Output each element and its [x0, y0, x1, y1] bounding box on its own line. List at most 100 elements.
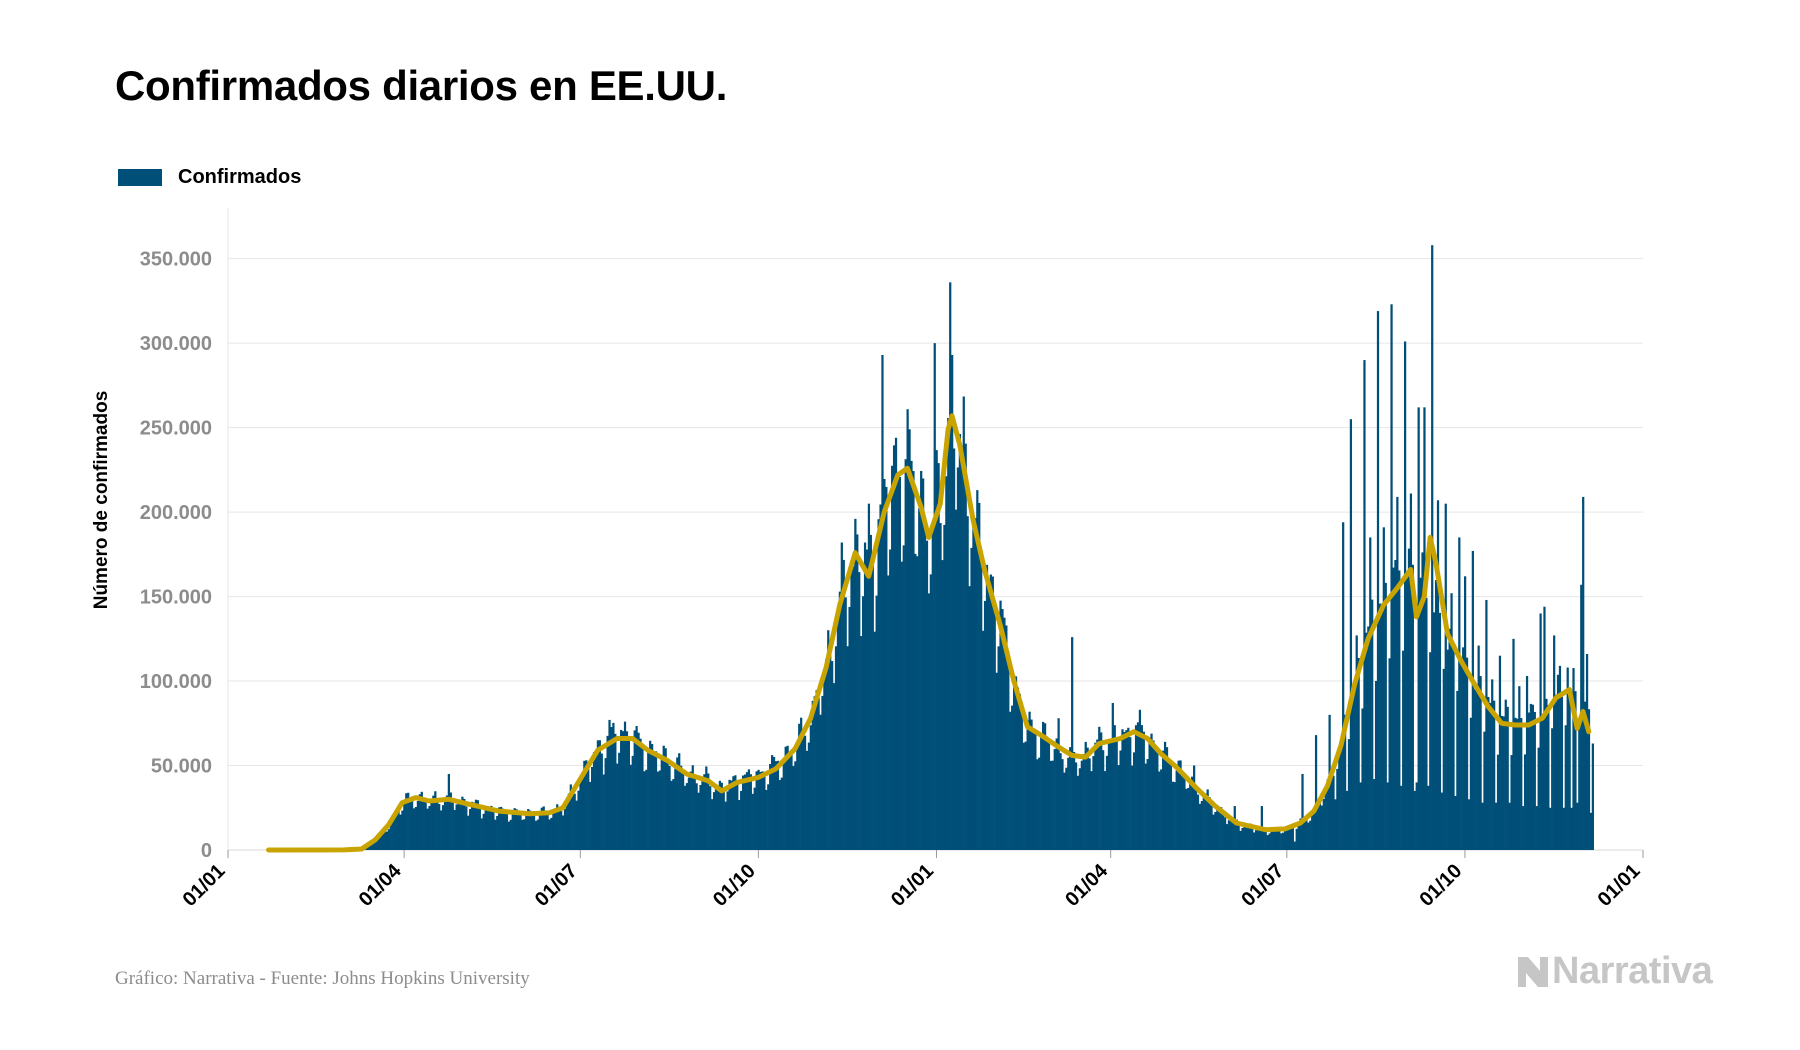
bar: [1020, 702, 1023, 850]
bar: [1179, 760, 1182, 850]
bar: [544, 811, 547, 850]
bar: [1254, 830, 1258, 850]
bar: [1086, 747, 1089, 850]
bar: [1359, 782, 1362, 850]
bar: [709, 786, 712, 850]
bar: [941, 560, 944, 850]
bar: [1287, 826, 1291, 850]
bar: [1585, 654, 1589, 850]
bar: [1200, 800, 1203, 850]
bar: [958, 433, 962, 850]
bar: [982, 630, 985, 850]
y-tick-label: 350.000: [140, 249, 212, 271]
bar: [1282, 832, 1285, 850]
bar: [1204, 793, 1207, 850]
bar: [892, 445, 896, 850]
bar: [525, 812, 528, 850]
bar: [1314, 735, 1318, 850]
bar: [1554, 694, 1558, 850]
bar: [1338, 754, 1341, 850]
bar: [627, 736, 631, 850]
bar: [573, 793, 576, 850]
bar: [1092, 756, 1095, 850]
bar: [1539, 613, 1542, 850]
bar: [815, 690, 818, 850]
bar: [1251, 826, 1254, 850]
bar: [902, 545, 905, 850]
bar: [1508, 802, 1511, 850]
bar: [805, 750, 809, 850]
bar: [585, 760, 588, 850]
bar: [1545, 698, 1548, 850]
bar: [623, 721, 627, 850]
bar: [517, 810, 520, 850]
bar: [1535, 806, 1538, 850]
bar: [761, 771, 764, 850]
bar: [658, 770, 661, 850]
bar: [680, 765, 683, 850]
bar: [1367, 626, 1370, 850]
bar: [962, 396, 965, 850]
bar: [1405, 573, 1409, 850]
bar: [1343, 714, 1347, 850]
bar: [1038, 757, 1041, 850]
bar: [1524, 754, 1527, 850]
bar: [1564, 725, 1567, 850]
bar: [983, 600, 987, 850]
chart-title: Confirmados diarios en EE.UU.: [115, 62, 728, 109]
bar: [1220, 807, 1223, 850]
bar: [1454, 795, 1457, 850]
bar: [966, 516, 969, 850]
bar: [1063, 772, 1066, 850]
y-tick-label: 150.000: [140, 587, 212, 609]
bar: [536, 819, 540, 850]
bar: [1553, 635, 1556, 850]
bar: [1462, 647, 1465, 850]
bar: [1415, 782, 1418, 850]
bar: [459, 800, 462, 850]
bar: [1283, 828, 1287, 850]
bar: [403, 800, 406, 850]
bar: [1026, 720, 1029, 850]
bar: [1071, 637, 1074, 850]
bar: [722, 790, 725, 850]
bar: [817, 698, 820, 850]
y-axis: 0 50.000 100.000 150.000 200.000 250.000 300.0…: [140, 249, 212, 862]
bar: [1463, 576, 1467, 850]
bar: [1293, 841, 1296, 850]
bar: [1520, 718, 1523, 850]
bar: [929, 574, 932, 850]
bar: [498, 807, 501, 850]
bar: [807, 742, 811, 850]
bar: [1169, 762, 1173, 850]
bar: [1512, 638, 1515, 850]
bar: [749, 774, 752, 850]
bar: [1448, 628, 1451, 850]
bar: [1576, 802, 1579, 850]
bar: [530, 814, 534, 850]
bar: [999, 600, 1002, 850]
x-tick-label: 01/01: [1594, 860, 1645, 911]
bar: [865, 549, 869, 850]
brand-name: Narrativa: [1552, 950, 1713, 992]
bar: [432, 795, 435, 850]
bar: [643, 771, 646, 850]
bar: [776, 760, 780, 850]
bar: [1388, 658, 1391, 850]
bar: [457, 800, 460, 850]
bar: [1136, 722, 1140, 850]
bar: [780, 777, 783, 850]
bar: [581, 774, 584, 850]
bar: [906, 409, 909, 850]
bar: [1419, 577, 1422, 850]
bar: [743, 774, 747, 850]
bar: [422, 798, 425, 850]
bar: [995, 672, 998, 850]
bar: [1059, 753, 1062, 850]
bar: [1003, 617, 1006, 850]
bar: [1069, 747, 1072, 850]
bar: [1386, 782, 1389, 850]
bar: [552, 813, 555, 850]
bar: [670, 780, 673, 850]
bar: [1158, 771, 1161, 850]
